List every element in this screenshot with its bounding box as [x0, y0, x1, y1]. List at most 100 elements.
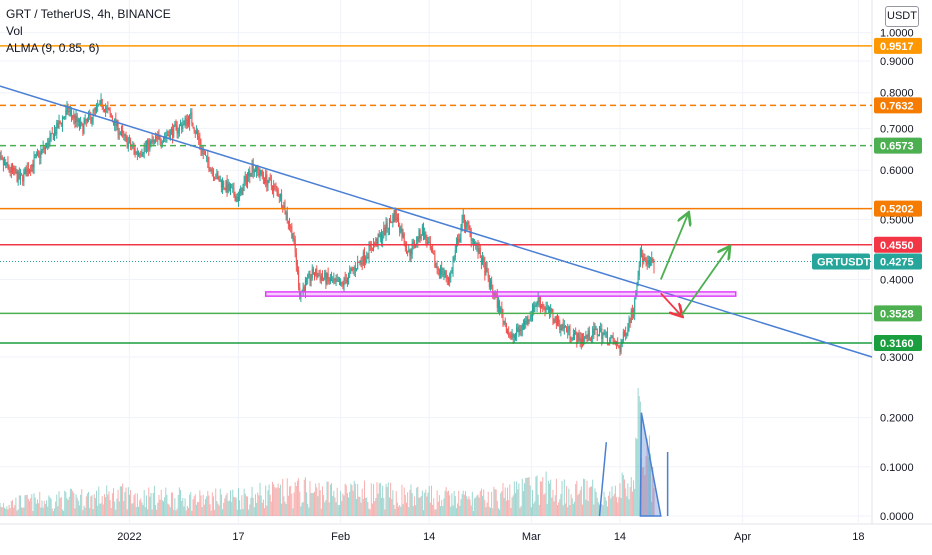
volume-bar	[551, 497, 553, 516]
volume-bar	[479, 490, 481, 516]
volume-bar	[513, 481, 515, 516]
volume-bar	[316, 487, 318, 516]
candle	[124, 134, 126, 136]
candle	[358, 261, 360, 263]
candle	[484, 262, 486, 276]
candle	[518, 328, 520, 333]
candle	[362, 252, 364, 265]
candle	[323, 277, 325, 279]
candle	[344, 277, 346, 281]
volume-bar	[245, 496, 247, 516]
volume-bar	[88, 491, 90, 516]
candle	[309, 273, 311, 282]
candle	[275, 185, 277, 188]
volume-bar	[419, 497, 421, 516]
candle	[539, 302, 541, 308]
volume-bar	[217, 503, 219, 516]
bullish-arrow[interactable]	[659, 214, 688, 280]
candle	[527, 316, 529, 322]
candle	[320, 276, 322, 281]
volume-bar	[494, 489, 496, 516]
candle	[249, 170, 251, 177]
candle	[44, 146, 46, 150]
volume-bar	[159, 499, 161, 516]
support-zone-rectangle[interactable]	[264, 291, 737, 297]
volume-bar	[415, 505, 417, 516]
volume-bar	[57, 506, 59, 516]
volume-bar	[207, 490, 209, 516]
candle	[169, 130, 171, 139]
volume-bar	[140, 498, 142, 516]
candle	[78, 119, 80, 127]
candle	[424, 232, 426, 239]
candle	[97, 105, 99, 107]
candle	[653, 262, 655, 268]
candle	[340, 281, 342, 286]
bullish-arrow[interactable]	[680, 248, 729, 316]
volume-bar	[284, 501, 286, 516]
candle	[302, 287, 304, 291]
volume-bar	[553, 501, 555, 516]
candle	[206, 155, 208, 157]
level-price-label	[874, 200, 922, 217]
candle	[229, 187, 231, 191]
candle	[651, 258, 653, 262]
volume-bar	[537, 494, 539, 516]
candle	[73, 115, 75, 118]
alma-indicator-label[interactable]: ALMA (9, 0.85, 6)	[6, 41, 100, 55]
candle	[561, 324, 563, 328]
candle	[184, 117, 186, 122]
volume-bar	[450, 506, 452, 516]
candle	[426, 239, 428, 245]
descending-trendline[interactable]	[0, 85, 873, 358]
candle	[508, 331, 510, 336]
volume-bar	[585, 499, 587, 516]
time-tick-label: 14	[614, 531, 626, 543]
volume-spike-line[interactable]	[598, 442, 608, 517]
candle	[458, 238, 460, 243]
candle	[36, 152, 38, 154]
symbol-title[interactable]: GRT / TetherUS, 4h, BINANCE	[6, 7, 171, 21]
volume-bar	[107, 494, 109, 516]
volume-bar	[476, 495, 478, 516]
volume-bar	[180, 490, 182, 516]
volume-bar	[269, 494, 271, 516]
volume-bar	[356, 499, 358, 516]
volume-bar	[447, 490, 449, 516]
candle	[75, 115, 77, 123]
currency-button[interactable]: USDT	[885, 6, 919, 27]
candle	[441, 267, 443, 275]
candle	[574, 331, 576, 335]
candle	[173, 125, 175, 138]
volume-bar	[469, 499, 471, 516]
candle	[141, 154, 143, 156]
volume-bar	[453, 490, 455, 516]
volume-indicator-label[interactable]: Vol	[6, 24, 23, 38]
candle	[86, 118, 88, 122]
candle	[181, 124, 183, 130]
candle	[487, 271, 489, 278]
volume-bar	[26, 494, 28, 516]
volume-bar	[357, 483, 359, 516]
candle	[303, 287, 305, 292]
candle	[111, 117, 113, 121]
volume-bar	[401, 484, 403, 516]
candle	[629, 319, 631, 323]
volume-bar	[11, 500, 13, 516]
candle	[637, 275, 639, 285]
candle	[354, 267, 356, 271]
volume-bar	[337, 505, 339, 516]
volume-bar	[253, 507, 255, 516]
bearish-arrow[interactable]	[660, 292, 681, 315]
volume-bar	[323, 495, 325, 516]
volume-bar	[18, 495, 20, 516]
candle	[270, 179, 272, 186]
volume-bar	[173, 509, 175, 516]
candle	[599, 330, 600, 336]
volume-bar	[277, 483, 279, 516]
volume-wedge-drawing[interactable]	[639, 412, 662, 517]
candle	[409, 250, 411, 256]
volume-bar	[281, 503, 283, 516]
